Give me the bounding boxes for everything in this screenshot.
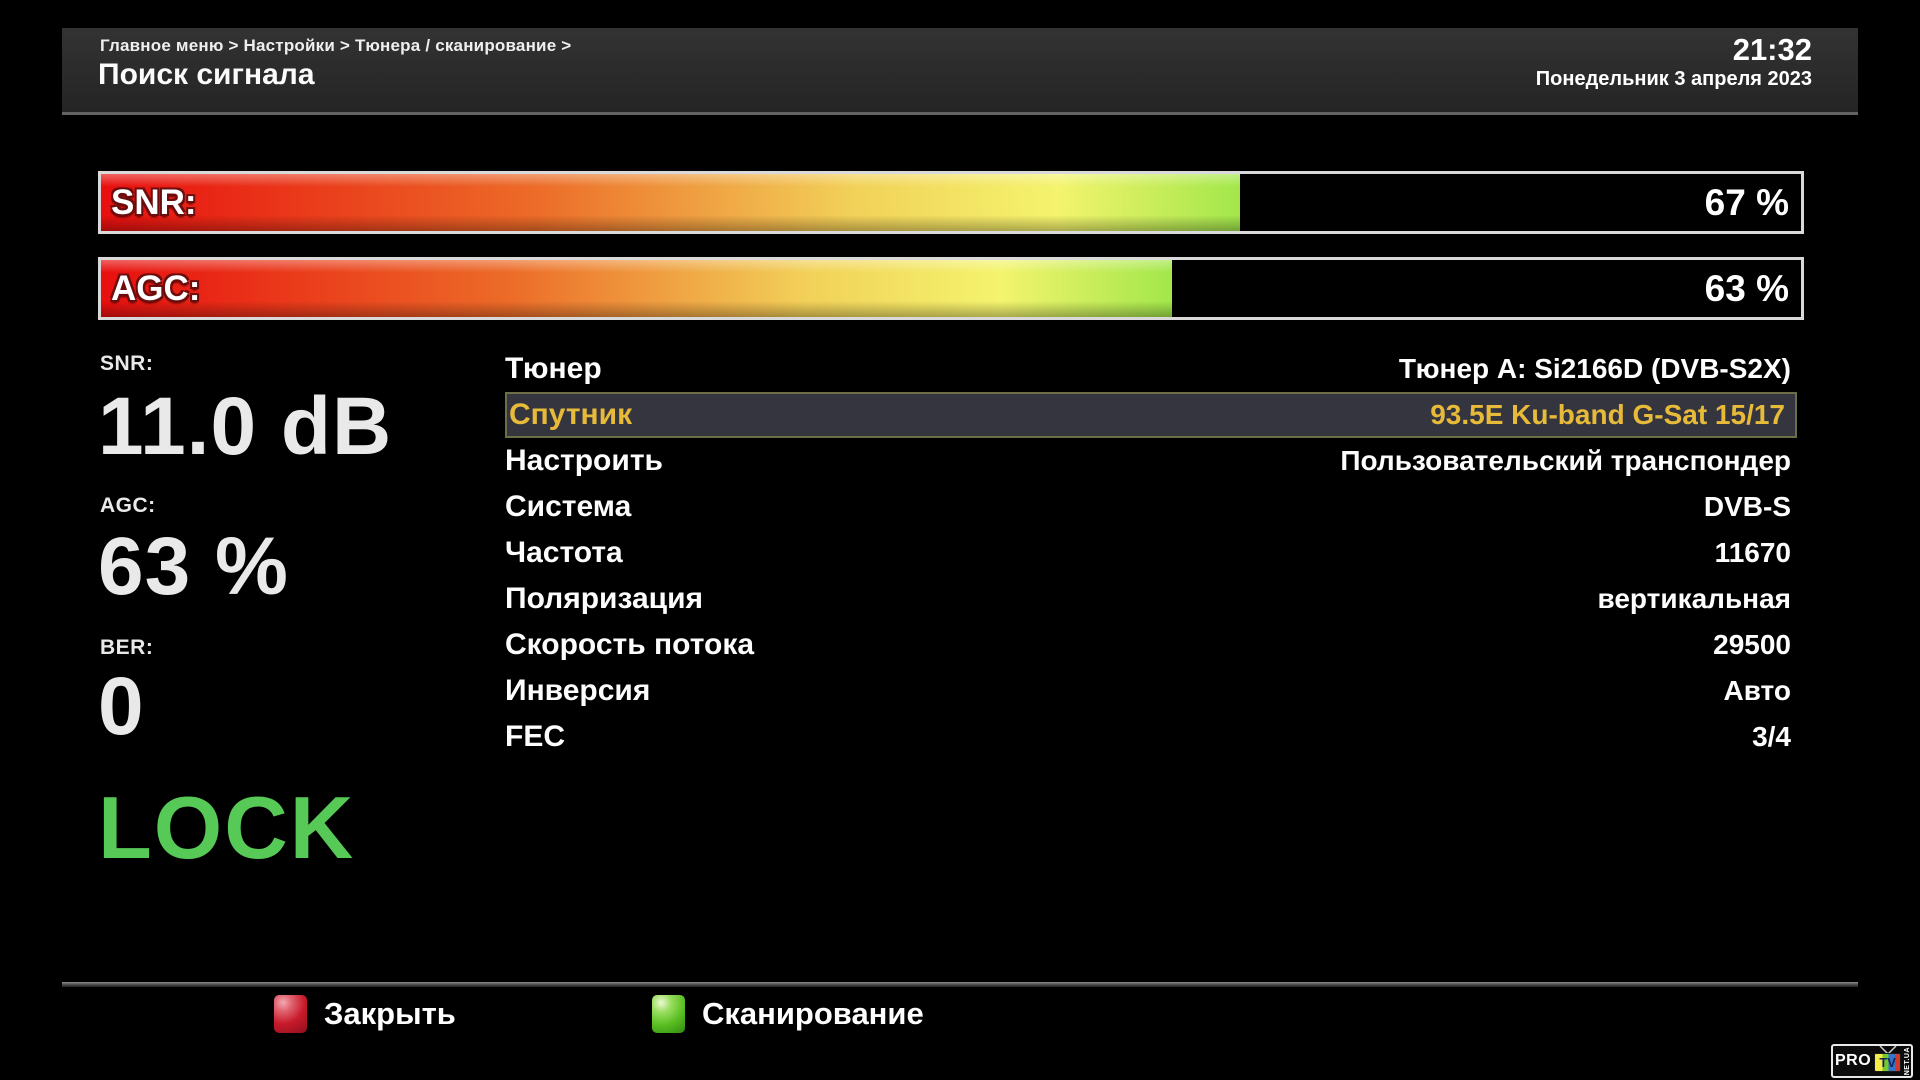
menu-row-inversion[interactable]: Инверсия Авто <box>505 668 1797 714</box>
protv-logo-text: PRO <box>1835 1052 1872 1069</box>
snr-bar-value: 67 % <box>1704 181 1789 223</box>
green-key-icon <box>652 995 685 1033</box>
agc-bar-value: 63 % <box>1704 267 1789 309</box>
close-button[interactable]: Закрыть <box>274 995 456 1033</box>
tv-screen: TV <box>1874 1053 1902 1072</box>
menu-value: Авто <box>1723 675 1791 706</box>
menu-row-system[interactable]: Система DVB-S <box>505 484 1797 530</box>
menu-label: Спутник <box>509 398 633 431</box>
clock-date: Понедельник 3 апреля 2023 <box>1535 68 1812 91</box>
page-title: Поиск сигнала <box>98 58 315 91</box>
menu-label: Скорость потока <box>505 628 755 661</box>
ber-metric-label: BER: <box>100 636 154 659</box>
tv-icon: TV <box>1873 1046 1903 1075</box>
ber-metric-value: 0 <box>98 661 145 752</box>
menu-value: Тюнер A: Si2166D (DVB-S2X) <box>1398 353 1791 384</box>
snr-bar-fill <box>101 174 1240 231</box>
menu-label: Система <box>505 490 632 523</box>
menu-value: DVB-S <box>1703 491 1791 522</box>
menu-row-configure[interactable]: Настроить Пользовательский транспондер <box>505 438 1797 484</box>
menu-label: Тюнер <box>505 352 602 385</box>
agc-metric-label: AGC: <box>100 494 156 517</box>
menu-label: Настроить <box>505 444 663 477</box>
menu-value: 11670 <box>1714 537 1791 568</box>
tuner-settings-menu: Тюнер Тюнер A: Si2166D (DVB-S2X) Спутник… <box>505 346 1797 760</box>
menu-row-symbol-rate[interactable]: Скорость потока 29500 <box>505 622 1797 668</box>
clock-time: 21:32 <box>1732 32 1812 67</box>
menu-value: Пользовательский транспондер <box>1340 445 1791 476</box>
menu-label: FEC <box>505 720 565 753</box>
snr-signal-bar: SNR: 67 % <box>98 171 1804 234</box>
clock: 21:32 Понедельник 3 апреля 2023 <box>1535 32 1812 91</box>
menu-row-tuner[interactable]: Тюнер Тюнер A: Si2166D (DVB-S2X) <box>505 346 1797 392</box>
header-bar: Главное меню > Настройки > Тюнера / скан… <box>62 28 1858 115</box>
snr-metric-label: SNR: <box>100 352 154 375</box>
menu-label: Поляризация <box>505 582 704 615</box>
menu-row-polarization[interactable]: Поляризация вертикальная <box>505 576 1797 622</box>
antenna-icon <box>1879 1046 1897 1054</box>
lock-status-badge: LOCK <box>98 778 356 877</box>
menu-row-fec[interactable]: FEC 3/4 <box>505 714 1797 760</box>
agc-bar-label: AGC: <box>111 268 201 308</box>
menu-label: Инверсия <box>505 674 651 707</box>
agc-bar-fill <box>101 260 1172 317</box>
agc-metric-value: 63 % <box>98 521 289 612</box>
menu-value: 93.5E Ku-band G-Sat 15/17 <box>1430 399 1785 430</box>
breadcrumb: Главное меню > Настройки > Тюнера / скан… <box>100 36 572 55</box>
footer-divider <box>62 982 1858 987</box>
protv-logo: PRO TV NET.UA <box>1831 1044 1913 1078</box>
menu-value: 29500 <box>1713 629 1791 660</box>
menu-label: Частота <box>505 536 623 569</box>
menu-row-satellite[interactable]: Спутник 93.5E Ku-band G-Sat 15/17 <box>505 392 1797 438</box>
menu-value: 3/4 <box>1752 721 1791 752</box>
red-key-icon <box>274 995 307 1033</box>
menu-value: вертикальная <box>1597 583 1791 614</box>
scan-button-label: Сканирование <box>702 996 924 1031</box>
snr-metric-value: 11.0 dB <box>98 381 393 472</box>
agc-signal-bar: AGC: 63 % <box>98 257 1804 320</box>
menu-row-frequency[interactable]: Частота 11670 <box>505 530 1797 576</box>
close-button-label: Закрыть <box>324 996 456 1031</box>
snr-bar-label: SNR: <box>111 182 197 222</box>
scan-button[interactable]: Сканирование <box>652 995 924 1033</box>
protv-net-text: NET.UA <box>1904 1046 1912 1076</box>
